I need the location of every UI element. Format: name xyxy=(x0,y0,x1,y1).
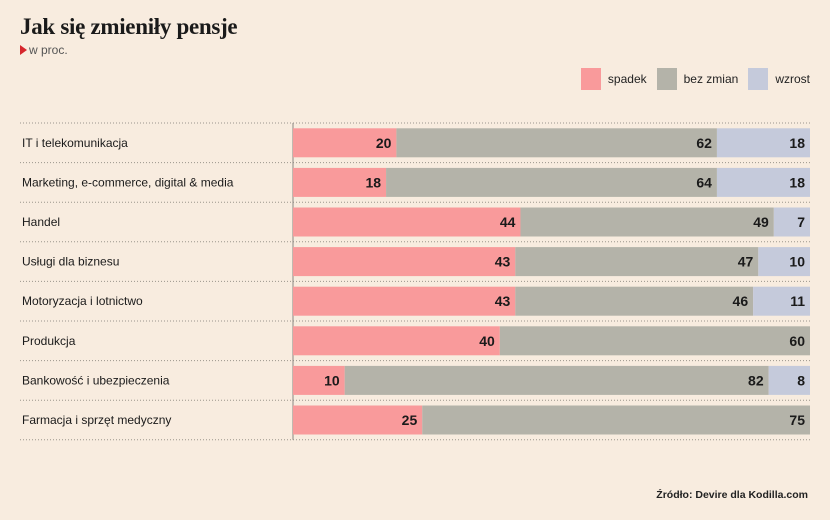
category-label: Usługi dla biznesu xyxy=(22,255,119,269)
arrow-icon xyxy=(20,45,27,55)
legend-item-bez-zmian: bez zmian xyxy=(656,68,739,90)
data-label: 60 xyxy=(789,333,805,349)
data-label: 25 xyxy=(402,412,418,428)
source-note: Źródło: Devire dla Kodilla.com xyxy=(656,489,808,501)
bar-segment-bez-zmian xyxy=(515,286,754,316)
bar-segment-wzrost xyxy=(753,286,810,316)
bar-segment-bez-zmian xyxy=(515,247,759,277)
data-label: 11 xyxy=(790,293,805,309)
bar-segment-spadek xyxy=(293,247,516,277)
data-label: 7 xyxy=(797,214,805,230)
data-label: 49 xyxy=(753,214,769,230)
data-label: 64 xyxy=(696,174,712,190)
data-label: 75 xyxy=(789,412,805,428)
legend-item-spadek: spadek xyxy=(580,68,647,90)
data-label: 18 xyxy=(789,135,805,151)
legend-label-wzrost: wzrost xyxy=(775,72,810,86)
data-label: 10 xyxy=(324,372,340,388)
bar-segment-spadek xyxy=(293,167,387,197)
legend-label-bez-zmian: bez zmian xyxy=(683,72,739,86)
bar-segment-spadek xyxy=(293,128,397,158)
bar-segment-wzrost xyxy=(716,167,810,197)
bar-segment-bez-zmian xyxy=(344,365,769,395)
data-label: 44 xyxy=(500,214,516,230)
bar-segment-wzrost xyxy=(716,128,810,158)
legend-swatch-wzrost xyxy=(748,68,769,90)
legend-label-spadek: spadek xyxy=(607,72,647,86)
bar-segment-spadek xyxy=(293,365,345,395)
data-label: 20 xyxy=(376,135,392,151)
category-label: Handel xyxy=(22,215,60,229)
legend-swatch-spadek xyxy=(580,68,601,90)
bar-segment-wzrost xyxy=(768,365,810,395)
category-label: Farmacja i sprzęt medyczny xyxy=(22,413,171,427)
legend: spadek bez zmian wzrost xyxy=(580,68,810,90)
legend-item-wzrost: wzrost xyxy=(748,68,810,90)
bar-segment-bez-zmian xyxy=(422,405,810,435)
subtitle-text: w proc. xyxy=(29,43,68,57)
category-label: Marketing, e-commerce, digital & media xyxy=(22,175,234,189)
data-label: 40 xyxy=(479,333,495,349)
chart-title: Jak się zmieniły pensje xyxy=(20,14,238,39)
data-label: 43 xyxy=(495,293,511,309)
bar-segment-wzrost xyxy=(773,207,810,237)
bar-segment-spadek xyxy=(293,405,423,435)
bar-segment-bez-zmian xyxy=(396,128,717,158)
data-label: 18 xyxy=(789,174,805,190)
bar-segment-wzrost xyxy=(758,247,810,277)
data-label: 82 xyxy=(748,372,764,388)
data-label: 18 xyxy=(365,174,381,190)
data-label: 46 xyxy=(733,293,749,309)
category-label: Motoryzacja i lotnictwo xyxy=(22,294,143,308)
bar-segment-bez-zmian xyxy=(499,326,810,356)
data-label: 47 xyxy=(738,254,754,270)
data-label: 8 xyxy=(797,372,805,388)
bar-segment-spadek xyxy=(293,326,500,356)
bar-segment-spadek xyxy=(293,207,521,237)
category-label: Produkcja xyxy=(22,334,76,348)
data-label: 10 xyxy=(789,254,805,270)
bar-segment-bez-zmian xyxy=(520,207,774,237)
category-label: Bankowość i ubezpieczenia xyxy=(22,373,170,387)
legend-swatch-bez-zmian xyxy=(656,68,677,90)
chart-subtitle: w proc. xyxy=(20,43,68,57)
bar-segment-spadek xyxy=(293,286,516,316)
bar-segment-bez-zmian xyxy=(386,167,717,197)
data-label: 62 xyxy=(696,135,712,151)
category-label: IT i telekomunikacja xyxy=(22,136,128,150)
data-label: 43 xyxy=(495,254,511,270)
